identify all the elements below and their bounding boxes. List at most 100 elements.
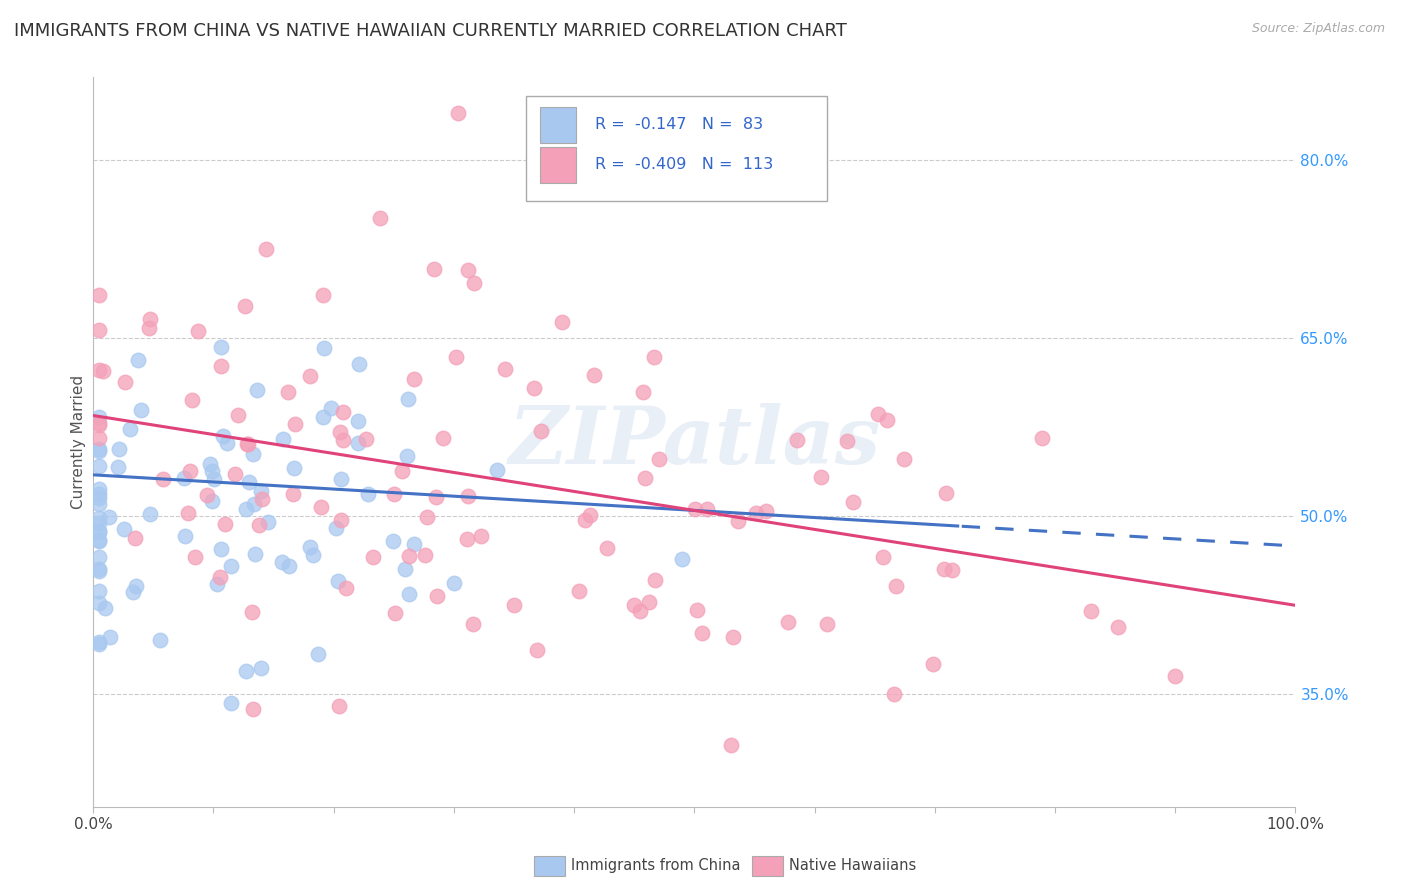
Point	[644, 573, 666, 587]
Point	[89, 533, 111, 548]
Point	[634, 471, 657, 485]
Point	[368, 211, 391, 226]
Text: R =  -0.409   N =  113: R = -0.409 N = 113	[595, 158, 773, 172]
Point	[330, 472, 353, 486]
Point	[309, 500, 332, 514]
Point	[578, 508, 600, 522]
Point	[494, 361, 516, 376]
Point	[201, 494, 224, 508]
Point	[139, 507, 162, 521]
FancyBboxPatch shape	[540, 147, 576, 183]
Point	[233, 299, 256, 313]
Point	[630, 604, 652, 618]
Point	[776, 615, 799, 629]
Point	[347, 435, 370, 450]
Point	[648, 451, 671, 466]
Point	[89, 516, 111, 530]
Point	[1107, 620, 1129, 634]
Point	[314, 341, 336, 355]
Point	[89, 431, 111, 445]
Point	[139, 311, 162, 326]
Point	[89, 458, 111, 473]
Point	[485, 463, 508, 477]
Point	[786, 433, 808, 447]
Point	[89, 524, 111, 539]
Point	[89, 562, 111, 576]
Point	[277, 384, 299, 399]
Point	[332, 433, 354, 447]
Point	[883, 686, 905, 700]
Point	[391, 463, 413, 477]
Point	[93, 600, 115, 615]
Point	[173, 471, 195, 485]
Point	[173, 529, 195, 543]
Point	[183, 549, 205, 564]
Point	[382, 534, 405, 549]
Point	[235, 502, 257, 516]
Point	[271, 555, 294, 569]
Point	[643, 350, 665, 364]
Point	[425, 490, 447, 504]
Point	[246, 383, 269, 397]
Point	[755, 504, 778, 518]
Point	[696, 502, 718, 516]
Text: IMMIGRANTS FROM CHINA VS NATIVE HAWAIIAN CURRENTLY MARRIED CORRELATION CHART: IMMIGRANTS FROM CHINA VS NATIVE HAWAIIAN…	[14, 22, 846, 40]
Point	[89, 443, 111, 458]
Point	[89, 635, 111, 649]
Point	[347, 357, 370, 371]
Point	[238, 475, 260, 489]
Point	[413, 548, 436, 562]
Point	[935, 486, 957, 500]
Point	[396, 450, 419, 464]
Point	[271, 432, 294, 446]
Point	[89, 564, 111, 578]
Point	[382, 486, 405, 500]
Point	[361, 549, 384, 564]
Point	[332, 405, 354, 419]
Point	[89, 288, 111, 302]
Point	[298, 369, 321, 384]
Point	[470, 529, 492, 543]
Point	[226, 408, 249, 422]
Point	[100, 630, 122, 644]
Point	[181, 392, 204, 407]
Point	[89, 442, 111, 456]
Point	[422, 262, 444, 277]
Point	[810, 470, 832, 484]
Point	[250, 491, 273, 506]
Point	[941, 563, 963, 577]
Point	[1164, 669, 1187, 683]
Point	[114, 376, 136, 390]
Point	[91, 364, 114, 378]
Point	[307, 647, 329, 661]
Text: Immigrants from China: Immigrants from China	[571, 858, 741, 872]
Point	[243, 497, 266, 511]
Point	[89, 524, 111, 539]
Point	[124, 579, 146, 593]
Point	[866, 407, 889, 421]
Point	[347, 414, 370, 428]
Point	[112, 522, 135, 536]
Point	[325, 521, 347, 535]
Point	[89, 482, 111, 496]
Point	[89, 416, 111, 430]
Point	[209, 542, 232, 557]
Point	[574, 513, 596, 527]
Point	[283, 461, 305, 475]
Point	[235, 664, 257, 678]
Point	[209, 359, 232, 373]
Point	[335, 581, 357, 595]
Point	[623, 598, 645, 612]
Point	[201, 464, 224, 478]
Point	[124, 531, 146, 545]
Text: Native Hawaiians: Native Hawaiians	[789, 858, 917, 872]
Point	[284, 417, 307, 431]
Point	[357, 487, 380, 501]
Y-axis label: Currently Married: Currently Married	[72, 376, 86, 509]
Point	[205, 577, 228, 591]
Point	[394, 562, 416, 576]
Point	[872, 550, 894, 565]
Point	[398, 549, 420, 564]
Point	[236, 436, 259, 450]
Point	[404, 372, 426, 386]
